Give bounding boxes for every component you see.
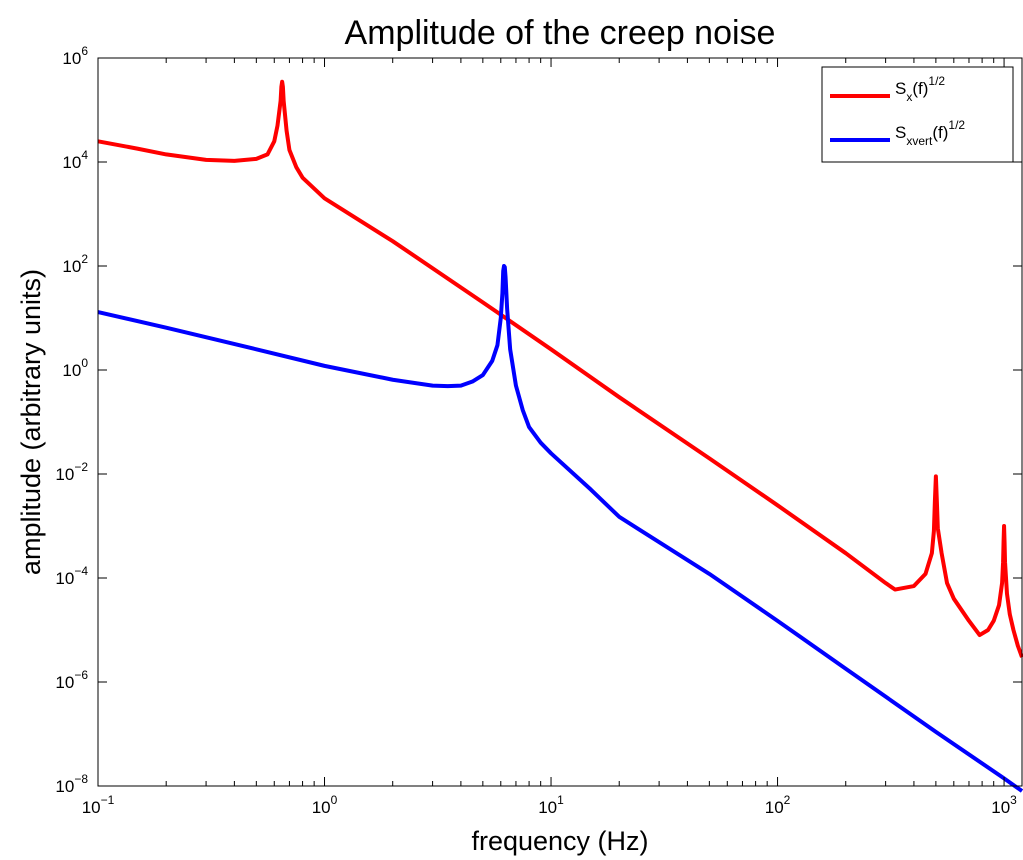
plot-frame: [97, 57, 1023, 787]
y-tick-label-3: 10−2: [55, 460, 88, 484]
legend: Sx(f)1/2 Sxvert(f)1/2: [821, 66, 1014, 163]
x-tick-label-1: 100: [312, 793, 338, 817]
y-tick-label-1: 10−6: [55, 668, 88, 692]
y-tick-label-4: 100: [62, 356, 88, 380]
legend-label-0: Sx(f)1/2: [895, 74, 945, 104]
series-layer: [97, 79, 1023, 793]
plot-area: [98, 58, 1022, 786]
x-axis-label: frequency (Hz): [471, 826, 648, 856]
chart-title: Amplitude of the creep noise: [345, 14, 776, 52]
series-line-0: [97, 79, 1023, 658]
x-tick-label-3: 102: [765, 793, 791, 817]
legend-box: [821, 66, 1014, 163]
y-axis-label: amplitude (arbitrary units): [16, 269, 46, 575]
y-tick-label-6: 104: [62, 148, 88, 172]
x-tick-label-0: 10−1: [82, 793, 115, 817]
x-tick-label-2: 101: [538, 793, 564, 817]
x-tick-label-4: 103: [991, 793, 1017, 817]
y-tick-label-5: 102: [62, 252, 88, 276]
y-tick-label-0: 10−8: [55, 772, 88, 796]
legend-label-1: Sxvert(f)1/2: [895, 118, 965, 148]
y-tick-label-7: 106: [62, 44, 88, 68]
y-tick-label-2: 10−4: [55, 564, 88, 588]
series-line-1: [97, 264, 1023, 793]
ticks-layer: 10−1 100 101 102 103 10−8 10−6 10−4 10−2 100 102 10…: [55, 44, 1022, 817]
